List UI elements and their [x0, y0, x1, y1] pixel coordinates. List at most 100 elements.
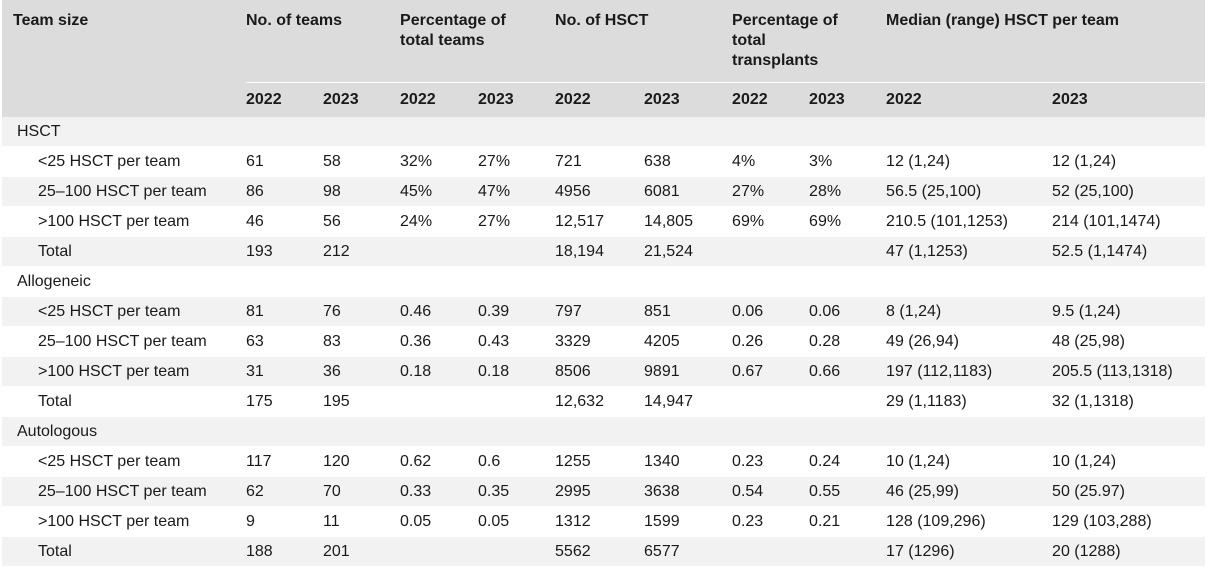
year-header: 2023 — [644, 82, 733, 117]
row-label: >100 HSCT per team — [2, 506, 246, 537]
header-no-teams: No. of teams — [246, 0, 401, 83]
table-row: Total 193 212 18,194 21,524 47 (1,1253) 52.5 (… — [2, 236, 1206, 267]
table-cell: 0.35 — [478, 476, 556, 507]
table-cell: 27% — [732, 176, 810, 207]
table-cell: 0.28 — [809, 326, 887, 357]
table-cell: 1599 — [644, 506, 733, 537]
table-cell: 0.05 — [478, 506, 556, 537]
table-cell: 63 — [246, 326, 323, 357]
table-cell: 9891 — [644, 356, 733, 387]
table-row: >100 HSCT per team 9 11 0.05 0.05 1312 1599 0.2… — [2, 506, 1206, 537]
table-cell: 52 (25,100) — [1052, 176, 1206, 207]
section-row: Autologous — [2, 416, 1206, 447]
table-cell — [478, 536, 556, 567]
year-header-blank — [2, 82, 246, 117]
table-cell: 0.06 — [732, 296, 810, 327]
table-cell: 12,517 — [555, 206, 645, 237]
table-cell: 8 (1,24) — [886, 296, 1053, 327]
table-cell: 117 — [246, 446, 323, 477]
table-cell: 197 (112,1183) — [886, 356, 1053, 387]
row-label: <25 HSCT per team — [2, 146, 246, 177]
table-cell: 0.26 — [732, 326, 810, 357]
table-cell: 0.23 — [732, 506, 810, 537]
table-cell: 6577 — [644, 536, 733, 567]
row-label: 25–100 HSCT per team — [2, 176, 246, 207]
table-cell: 52.5 (1,1474) — [1052, 236, 1206, 267]
table-cell — [809, 386, 887, 417]
table-cell: 46 (25,99) — [886, 476, 1053, 507]
table-cell: 0.6 — [478, 446, 556, 477]
row-label: Total — [2, 536, 246, 567]
table-cell: 129 (103,288) — [1052, 506, 1206, 537]
section-row: Allogeneic — [2, 266, 1206, 297]
year-header: 2022 — [400, 82, 479, 117]
table-cell: 48 (25,98) — [1052, 326, 1206, 357]
table-row: 25–100 HSCT per team 86 98 45% 47% 4956 6081 27… — [2, 176, 1206, 207]
row-label: >100 HSCT per team — [2, 206, 246, 237]
table-cell: 195 — [323, 386, 401, 417]
table-cell: 11 — [323, 506, 401, 537]
table-cell: 56.5 (25,100) — [886, 176, 1053, 207]
table-cell: 5562 — [555, 536, 645, 567]
table-cell: 56 — [323, 206, 401, 237]
table-cell: 27% — [478, 146, 556, 177]
table-cell: 188 — [246, 536, 323, 567]
table-cell — [732, 536, 810, 567]
header-pct-transplants: Percentage of total transplants — [732, 0, 887, 83]
table-cell: 58 — [323, 146, 401, 177]
table-row: 25–100 HSCT per team 63 83 0.36 0.43 3329 4205… — [2, 326, 1206, 357]
table-cell — [732, 386, 810, 417]
table-cell: 9 — [246, 506, 323, 537]
table-cell: 205.5 (113,1318) — [1052, 356, 1206, 387]
table-cell: 14,947 — [644, 386, 733, 417]
table-cell: 0.67 — [732, 356, 810, 387]
table-cell: 46 — [246, 206, 323, 237]
table-cell: 4% — [732, 146, 810, 177]
table-cell: 128 (109,296) — [886, 506, 1053, 537]
row-label: 25–100 HSCT per team — [2, 476, 246, 507]
table-cell: 10 (1,24) — [1052, 446, 1206, 477]
table-cell: 12 (1,24) — [1052, 146, 1206, 177]
table-cell — [400, 386, 479, 417]
table-cell: 20 (1288) — [1052, 536, 1206, 567]
section-label: Allogeneic — [2, 266, 1206, 297]
table-cell: 3329 — [555, 326, 645, 357]
table-cell: 212 — [323, 236, 401, 267]
table-cell: 8506 — [555, 356, 645, 387]
table-cell: 70 — [323, 476, 401, 507]
table-cell: 32 (1,1318) — [1052, 386, 1206, 417]
header-team-size: Team size — [2, 0, 246, 83]
table-cell: 3638 — [644, 476, 733, 507]
table-cell: 10 (1,24) — [886, 446, 1053, 477]
table-cell: 851 — [644, 296, 733, 327]
table-cell: 0.05 — [400, 506, 479, 537]
year-header-row: 2022 2023 2022 2023 2022 2023 2022 2023 … — [2, 82, 1206, 117]
header-no-hsct: No. of HSCT — [555, 0, 733, 83]
table-cell: 50 (25.97) — [1052, 476, 1206, 507]
table-cell: 3% — [809, 146, 887, 177]
table-cell: 0.23 — [732, 446, 810, 477]
table-cell: 98 — [323, 176, 401, 207]
header-row: Team size No. of teams Percentage of tot… — [2, 0, 1206, 83]
header-pct-teams: Percentage of total teams — [400, 0, 556, 83]
section-label: HSCT — [2, 117, 1206, 147]
table-cell: 214 (101,1474) — [1052, 206, 1206, 237]
table-cell — [809, 236, 887, 267]
table-cell: 0.18 — [400, 356, 479, 387]
year-header: 2022 — [732, 82, 810, 117]
table-cell: 14,805 — [644, 206, 733, 237]
table-cell: 0.66 — [809, 356, 887, 387]
table-cell: 0.18 — [478, 356, 556, 387]
table-cell: 0.43 — [478, 326, 556, 357]
table-cell: 1312 — [555, 506, 645, 537]
row-label: >100 HSCT per team — [2, 356, 246, 387]
year-header: 2023 — [809, 82, 887, 117]
table-cell — [400, 236, 479, 267]
row-label: <25 HSCT per team — [2, 296, 246, 327]
table-cell: 29 (1,1183) — [886, 386, 1053, 417]
table-cell: 69% — [809, 206, 887, 237]
table-cell: 201 — [323, 536, 401, 567]
table-cell: 17 (1296) — [886, 536, 1053, 567]
table-row: <25 HSCT per team 117 120 0.62 0.6 1255 1340 0.… — [2, 446, 1206, 477]
